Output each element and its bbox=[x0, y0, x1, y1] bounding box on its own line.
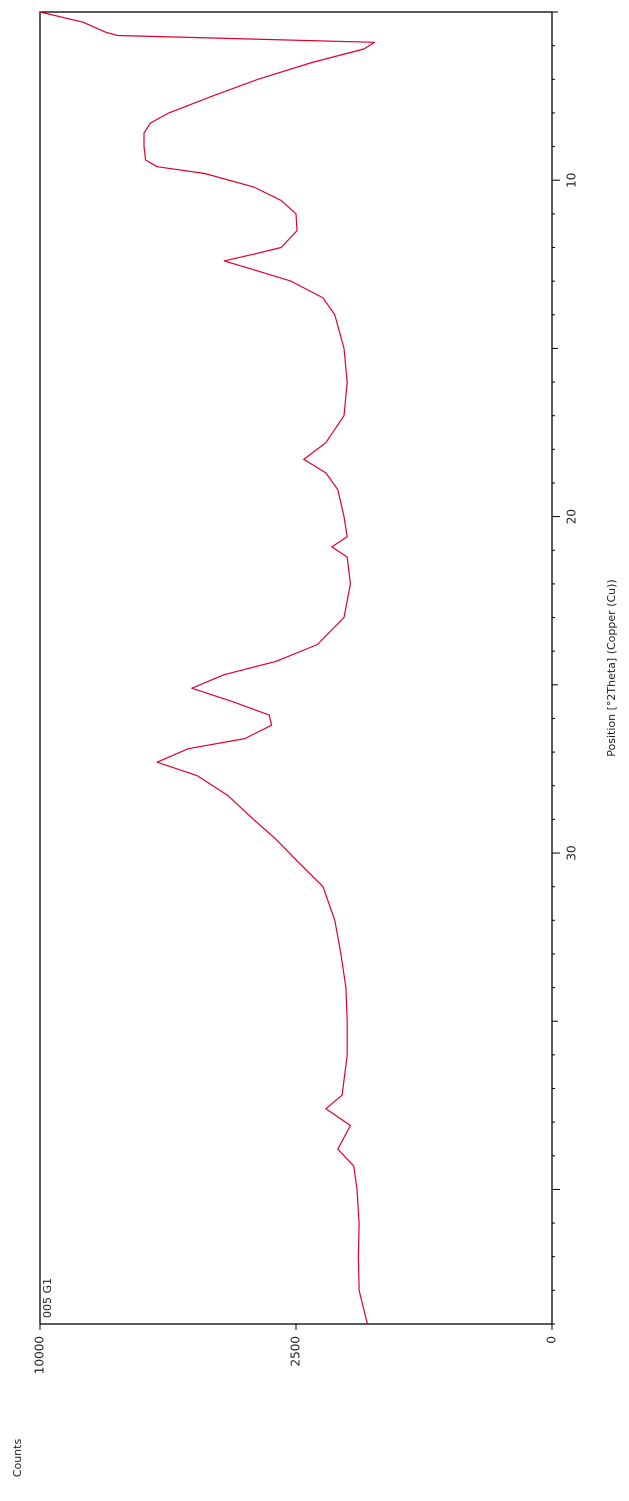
y-axis-title: Counts bbox=[11, 1439, 24, 1478]
x-tick-label: 10 bbox=[565, 173, 579, 188]
x-tick-label: 30 bbox=[565, 845, 579, 860]
y-tick-label: 2500 bbox=[289, 1336, 303, 1367]
x-axis-title: Position [°2Theta] (Copper (Cu)) bbox=[605, 579, 618, 756]
x-tick-label: 20 bbox=[565, 509, 579, 524]
y-tick-label: 0 bbox=[545, 1336, 559, 1344]
y-tick-label: 10000 bbox=[33, 1336, 47, 1374]
plot-area-border bbox=[39, 11, 553, 1325]
series-label: 005 G1 bbox=[41, 1278, 54, 1318]
x-axis-ticks: 10 20 30 bbox=[552, 11, 579, 1325]
series-line bbox=[39, 11, 376, 1325]
series-layer: 005 G1 bbox=[39, 11, 376, 1325]
y-axis-ticks: 0 2500 10000 bbox=[33, 1324, 559, 1374]
